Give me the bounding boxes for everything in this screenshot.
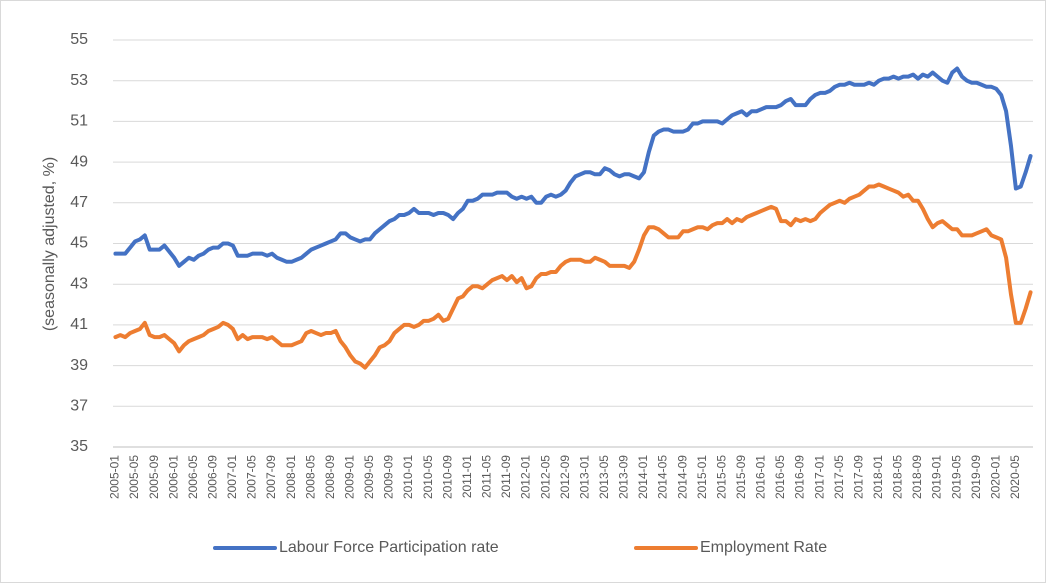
x-tick-label: 2012-05 xyxy=(538,455,552,499)
x-tick-label: 2014-05 xyxy=(656,455,670,499)
x-tick-label: 2018-01 xyxy=(871,455,885,499)
x-tick-label: 2007-01 xyxy=(225,455,239,499)
y-tick-label: 37 xyxy=(70,398,88,415)
x-tick-label: 2010-01 xyxy=(401,455,415,499)
y-axis-label: (seasonally adjusted, %) xyxy=(41,157,58,331)
x-tick-label: 2005-09 xyxy=(147,455,161,499)
x-tick-label: 2007-05 xyxy=(245,455,259,499)
x-tick-label: 2016-05 xyxy=(773,455,787,499)
y-tick-label: 49 xyxy=(70,153,88,170)
x-tick-label: 2006-05 xyxy=(186,455,200,499)
x-tick-label: 2005-05 xyxy=(127,455,141,499)
x-tick-label: 2007-09 xyxy=(264,455,278,499)
x-tick-label: 2020-01 xyxy=(988,455,1002,499)
x-tick-label: 2013-01 xyxy=(577,455,591,499)
x-tick-label: 2009-09 xyxy=(382,455,396,499)
x-tick-label: 2019-09 xyxy=(969,455,983,499)
x-tick-label: 2009-01 xyxy=(343,455,357,499)
y-tick-label: 39 xyxy=(70,357,88,374)
x-tick-label: 2010-09 xyxy=(440,455,454,499)
x-tick-label: 2008-09 xyxy=(323,455,337,499)
y-tick-label: 53 xyxy=(70,72,88,89)
x-tick-label: 2010-05 xyxy=(421,455,435,499)
x-tick-label: 2014-01 xyxy=(636,455,650,499)
x-tick-label: 2011-09 xyxy=(499,455,513,498)
y-tick-label: 55 xyxy=(70,31,88,48)
x-tick-label: 2006-09 xyxy=(205,455,219,499)
x-tick-label: 2008-01 xyxy=(284,455,298,499)
x-tick-label: 2013-09 xyxy=(617,455,631,499)
x-tick-label: 2020-05 xyxy=(1008,455,1022,499)
x-tick-label: 2015-01 xyxy=(695,455,709,499)
x-tick-label: 2009-05 xyxy=(362,455,376,499)
x-tick-label: 2017-05 xyxy=(832,455,846,499)
x-tick-label: 2008-05 xyxy=(303,455,317,499)
x-tick-label: 2017-01 xyxy=(812,455,826,499)
y-tick-label: 51 xyxy=(70,113,88,130)
x-tick-label: 2018-09 xyxy=(910,455,924,499)
x-tick-label: 2006-01 xyxy=(166,455,180,499)
x-tick-label: 2019-01 xyxy=(930,455,944,499)
x-tick-label: 2016-09 xyxy=(793,455,807,499)
y-tick-label: 43 xyxy=(70,275,88,292)
y-tick-label: 41 xyxy=(70,316,88,333)
x-tick-label: 2013-05 xyxy=(597,455,611,499)
x-tick-label: 2015-05 xyxy=(714,455,728,499)
x-tick-label: 2012-01 xyxy=(519,455,533,499)
series-line xyxy=(113,66,1033,268)
x-tick-label: 2014-09 xyxy=(675,455,689,499)
series-line xyxy=(113,182,1033,370)
x-tick-label: 2015-09 xyxy=(734,455,748,499)
x-tick-label: 2017-09 xyxy=(851,455,865,499)
y-tick-label: 35 xyxy=(70,438,88,455)
x-tick-label: 2012-09 xyxy=(558,455,572,499)
x-tick-label: 2019-05 xyxy=(949,455,963,499)
x-tick-label: 2018-05 xyxy=(891,455,905,499)
y-tick-label: 47 xyxy=(70,194,88,211)
legend-label: Employment Rate xyxy=(700,539,827,556)
x-tick-label: 2011-01 xyxy=(460,455,474,498)
x-tick-label: 2016-01 xyxy=(754,455,768,499)
y-tick-label: 45 xyxy=(70,235,88,252)
x-tick-label: 2011-05 xyxy=(480,455,494,498)
legend-label: Labour Force Participation rate xyxy=(279,539,499,556)
x-tick-label: 2005-01 xyxy=(108,455,122,499)
